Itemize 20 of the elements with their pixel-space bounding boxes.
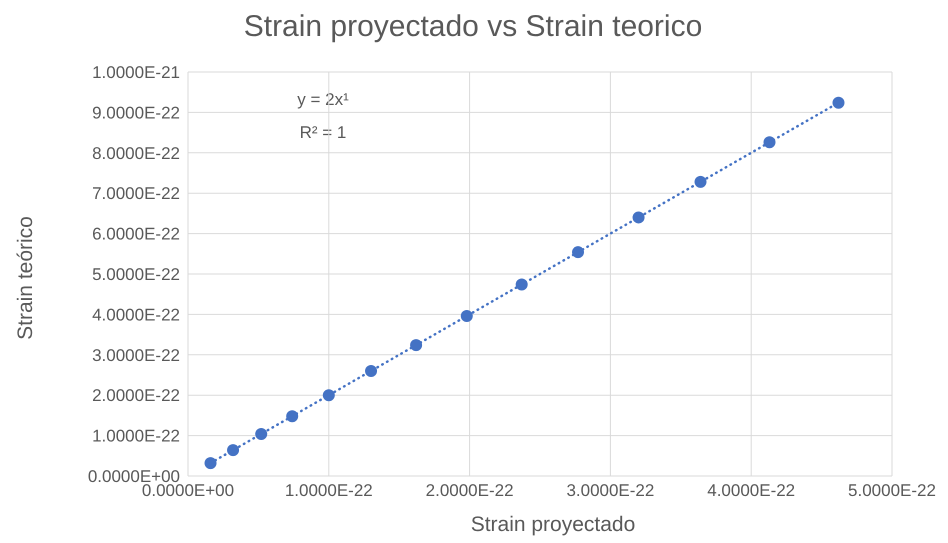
y-tick-label: 3.0000E-22 (92, 346, 180, 365)
y-tick-label: 7.0000E-22 (92, 184, 180, 204)
x-axis-title: Strain proyectado (470, 513, 636, 537)
x-tick-label: 4.0000E-22 (707, 481, 796, 500)
y-tick-label: 2.0000E-22 (92, 386, 180, 406)
x-tick-label: 0.0000E+00 (142, 481, 234, 500)
y-tick-label: 8.0000E-22 (92, 144, 180, 163)
y-tick-label: 4.0000E-22 (92, 305, 180, 324)
y-tick-label: 5.0000E-22 (92, 265, 180, 284)
y-tick-label: 1.0000E-21 (92, 63, 180, 82)
y-tick-label: 1.0000E-22 (92, 426, 180, 446)
annotation: y = 2x¹ (296, 90, 350, 110)
x-tick-label: 1.0000E-22 (284, 481, 373, 500)
y-axis-title: Strain teórico (14, 216, 38, 340)
x-tick-label: 2.0000E-22 (426, 481, 514, 500)
y-tick-label: 6.0000E-22 (92, 224, 180, 244)
chart-title: Strain proyectado vs Strain teorico (242, 10, 704, 44)
x-tick-label: 5.0000E-22 (848, 481, 936, 500)
x-tick-label: 3.0000E-22 (566, 481, 654, 500)
y-tick-label: 9.0000E-22 (92, 103, 180, 122)
